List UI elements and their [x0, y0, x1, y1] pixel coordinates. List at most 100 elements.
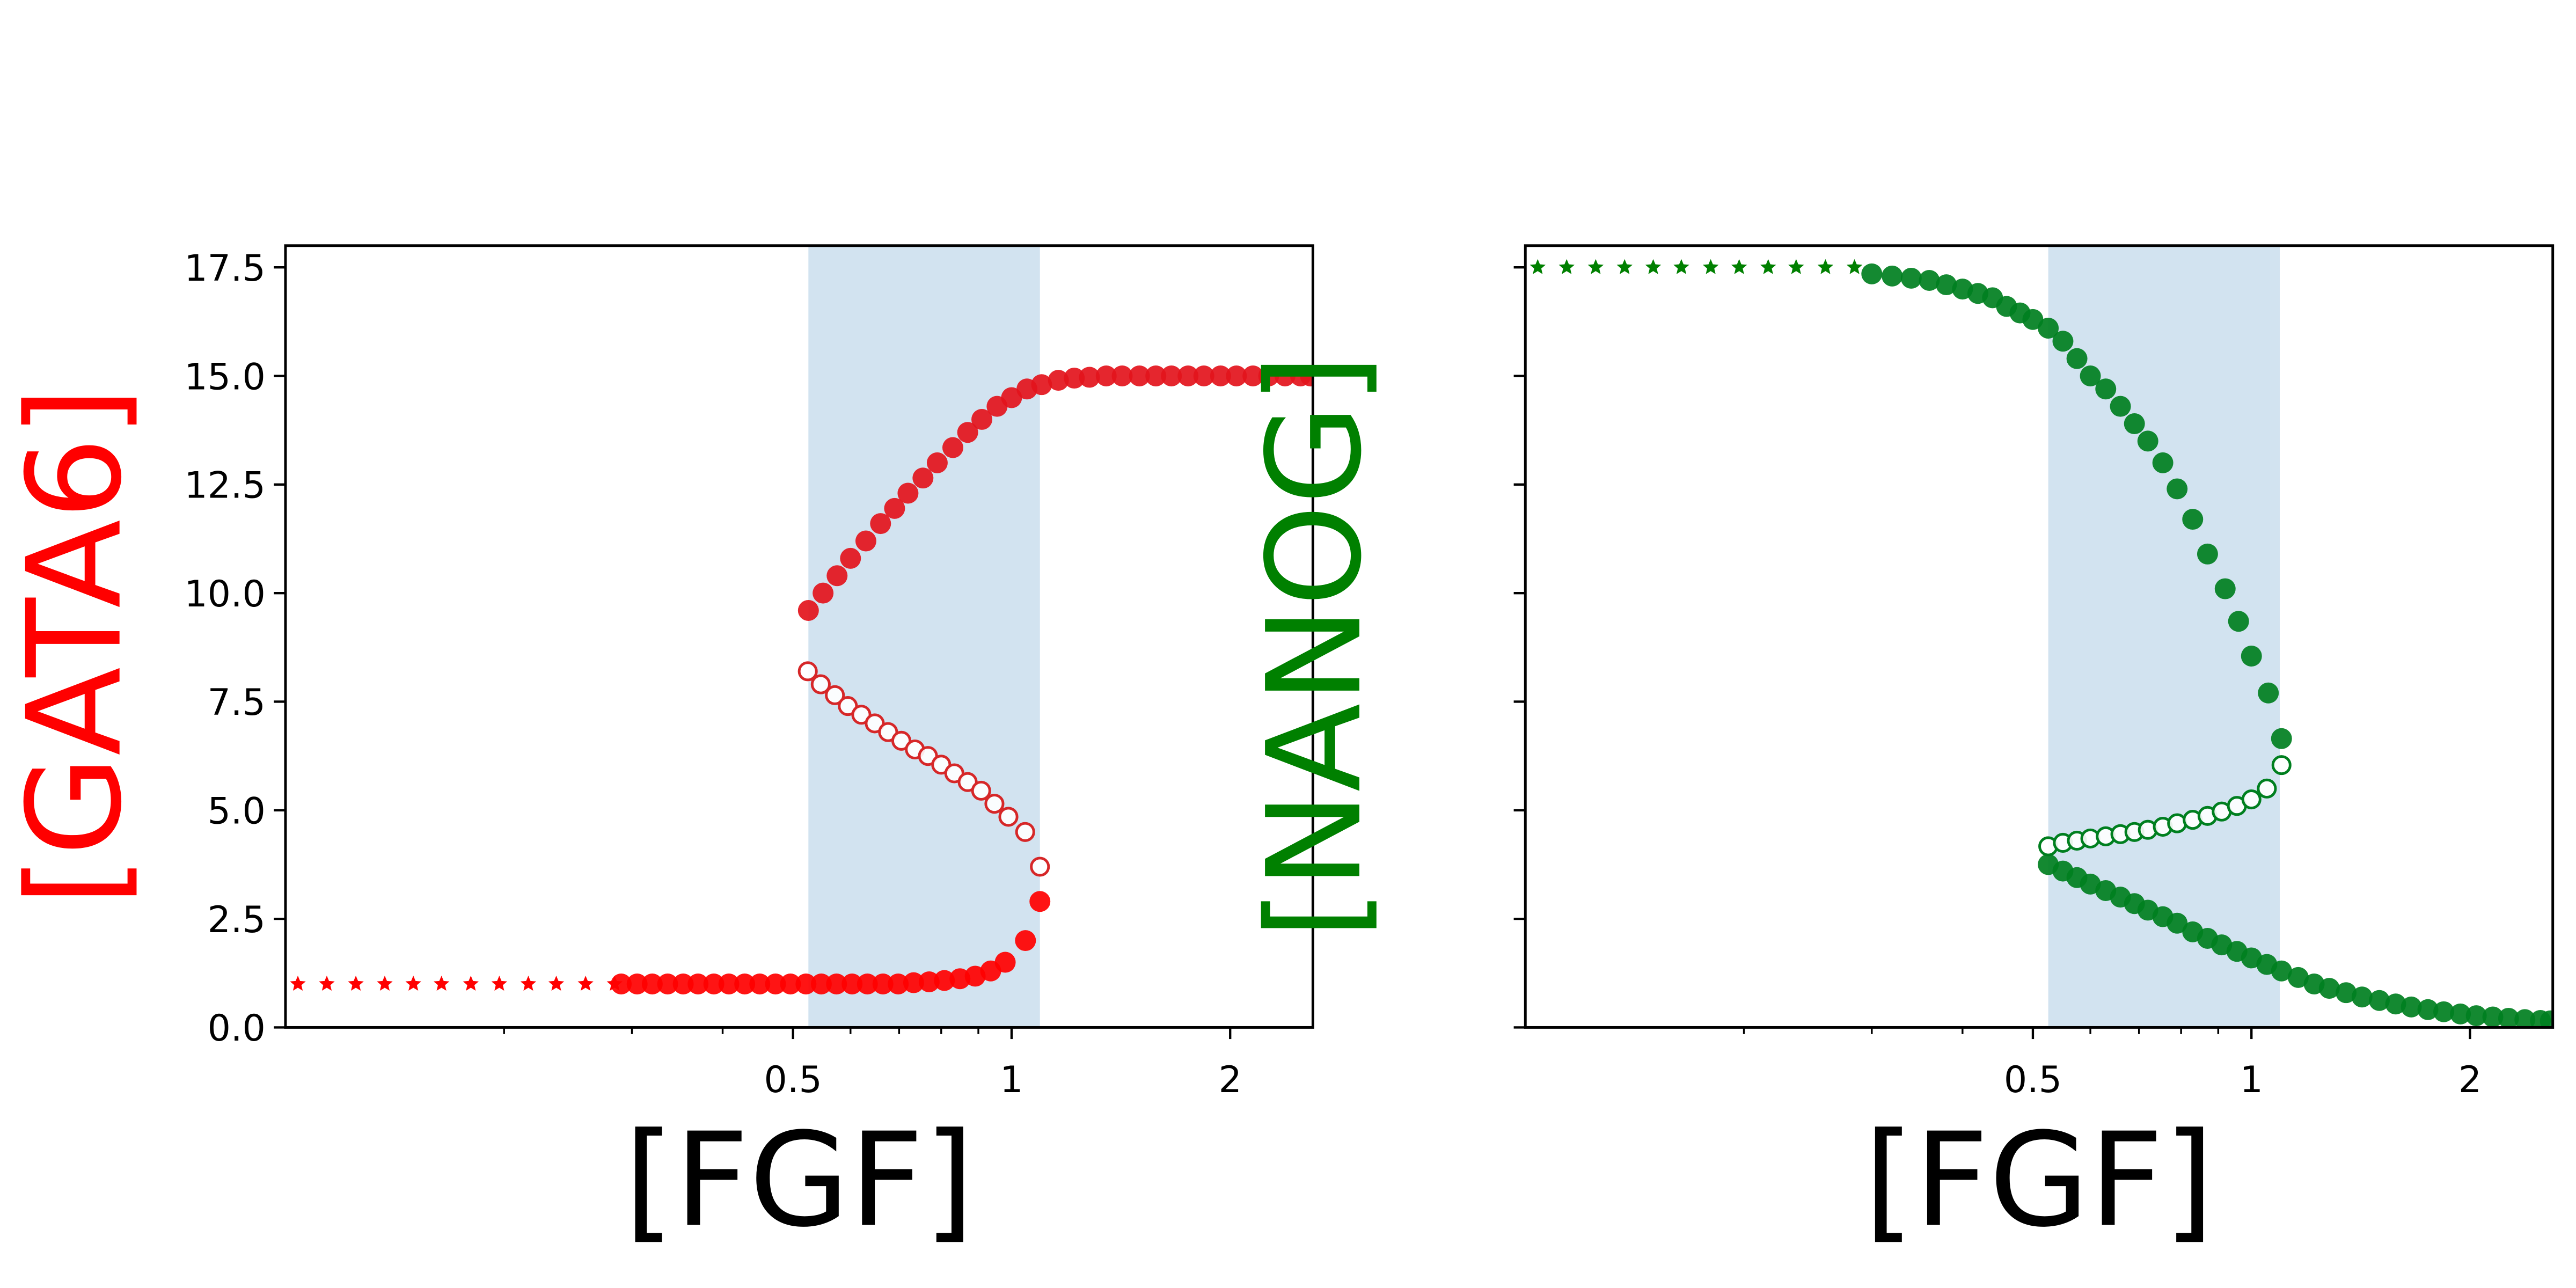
y-tick-label: 5.0 [208, 791, 266, 833]
stable-point [1079, 367, 1100, 388]
stable-point [2433, 1001, 2455, 1022]
stable-point [1029, 891, 1051, 912]
stable-point [1095, 365, 1117, 386]
star-point [405, 976, 421, 991]
stable-point [918, 971, 940, 992]
axes: 0.5 1 2 [FGF] [NANOG] [1239, 244, 2555, 1255]
stable-point [2095, 378, 2117, 400]
stable-point [872, 974, 894, 994]
star-point [290, 976, 306, 991]
unstable-point [2241, 789, 2262, 810]
stable-point [1177, 365, 1199, 386]
stable-point [641, 974, 663, 994]
stable-point [855, 530, 876, 552]
stable-point [2336, 982, 2357, 1004]
stable-point [2167, 478, 2188, 500]
stable-point [934, 970, 955, 991]
stable-point [942, 437, 963, 458]
x-tick-label: 2 [1219, 1059, 1242, 1101]
stable-point [2465, 1005, 2487, 1027]
star-point [1731, 259, 1747, 274]
stable-point [1111, 365, 1133, 386]
unstable-point [797, 661, 818, 682]
stable-point [2110, 396, 2131, 417]
stable-point [903, 972, 924, 993]
stable-point [2514, 1009, 2536, 1028]
star-point [377, 976, 393, 991]
stable-point [611, 974, 632, 994]
stable-point [957, 422, 978, 443]
stable-point [1919, 269, 1940, 291]
unstable-point [1015, 822, 1035, 842]
star-point [319, 976, 335, 991]
stable-point [795, 974, 817, 994]
x-axis-label: [FGF] [624, 1104, 975, 1255]
stable-point [1064, 368, 1085, 389]
stable-point [780, 974, 801, 994]
stable-point [2052, 331, 2074, 352]
star-point [1673, 259, 1689, 274]
stable-point [840, 547, 861, 569]
unstable-point [1030, 857, 1050, 877]
stable-point [703, 974, 724, 994]
y-tick-label: 10.0 [184, 573, 265, 616]
star-point [1529, 259, 1546, 274]
stable-point [826, 974, 847, 994]
stable-point [2271, 728, 2292, 749]
y-tick-label: 2.5 [208, 899, 266, 941]
axes: 0.5 1 2 0.0 2.5 5.0 7.5 10.0 12.5 15.0 17.5 [FGF] [G… [0, 244, 1314, 1255]
stable-point [1274, 365, 1296, 386]
stable-point [687, 974, 709, 994]
x-tick-label: 1 [2240, 1059, 2263, 1101]
stable-point [1145, 365, 1167, 386]
stable-point [2066, 348, 2088, 369]
star-point [520, 976, 537, 991]
stable-point [2540, 1010, 2553, 1028]
star-point [1616, 259, 1633, 274]
stable-point [994, 952, 1016, 973]
stable-point [2167, 912, 2188, 934]
unstable-point [2257, 778, 2277, 799]
y-tick-label: 15.0 [184, 356, 265, 398]
stable-point [2228, 611, 2249, 632]
unstable-point [2271, 755, 2292, 775]
stable-point [1001, 387, 1022, 408]
axes-frame [1524, 244, 2555, 1029]
stable-point [2258, 682, 2279, 704]
stable-point [1129, 365, 1150, 386]
star-point [1645, 259, 1662, 274]
stable-point [2038, 318, 2059, 339]
y-tick-label: 0.0 [208, 1007, 266, 1050]
points [290, 365, 1313, 994]
stable-point [1882, 265, 1903, 287]
unstable-point [971, 780, 991, 801]
stable-point [2182, 509, 2204, 530]
stable-point [2214, 578, 2236, 599]
stable-point [2318, 978, 2340, 999]
stable-point [1300, 365, 1313, 386]
stable-point [672, 974, 694, 994]
stable-point [841, 974, 863, 994]
points [1529, 259, 2553, 1028]
stable-point [897, 482, 919, 504]
stable-point [2197, 543, 2218, 565]
stable-point [926, 452, 948, 473]
star-point [1846, 259, 1863, 274]
star-point [1788, 259, 1804, 274]
stable-point [1900, 267, 1922, 289]
unstable-point [810, 674, 831, 694]
x-tick-label: 0.5 [2004, 1059, 2062, 1101]
stable-point [2450, 1003, 2471, 1024]
stable-point [813, 582, 834, 604]
stable-point [1161, 365, 1182, 386]
stable-point [2152, 452, 2174, 473]
stable-point [734, 974, 756, 994]
stable-point [2137, 430, 2158, 452]
stable-point [857, 974, 878, 994]
unstable-point [825, 685, 845, 705]
x-tick-label: 0.5 [764, 1059, 822, 1101]
y-tick-label: 17.5 [184, 247, 265, 290]
stable-point [2241, 646, 2262, 667]
y-axis-label: [NANOG] [1239, 354, 1390, 939]
